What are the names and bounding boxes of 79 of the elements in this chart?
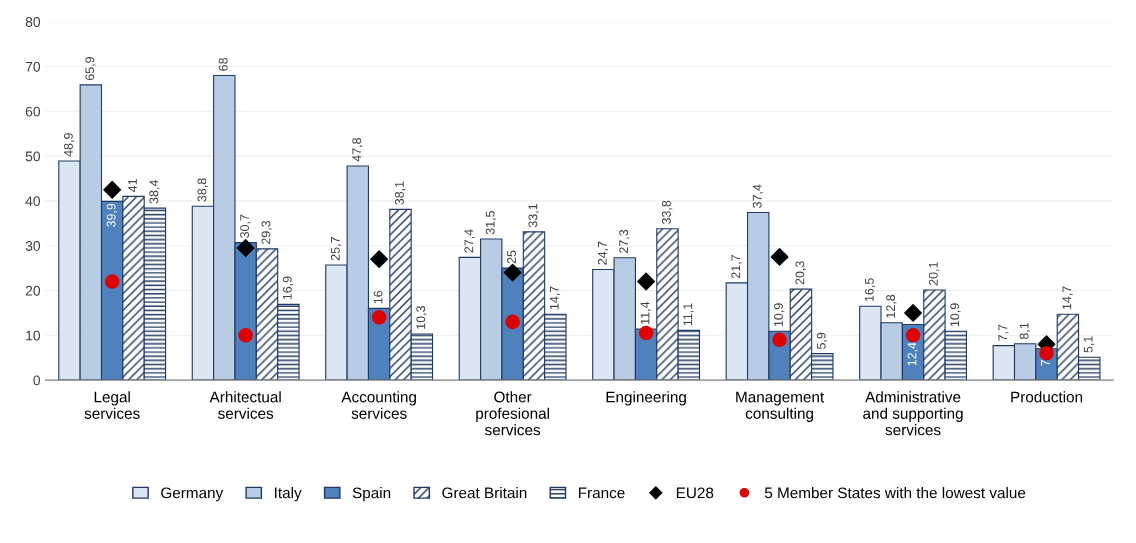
x-tick-label: Legal services — [84, 391, 140, 419]
y-tick-label: 20 — [25, 285, 41, 296]
y-tick-label: 80 — [25, 17, 41, 27]
y-tick-label: 70 — [25, 61, 41, 72]
data-label: 21,7 — [731, 255, 742, 279]
x-tick-label: Other profesional services — [476, 391, 549, 436]
data-label: 38,8 — [197, 178, 208, 202]
point — [104, 274, 120, 289]
legend-label: 5 Member States with the lowest value — [764, 487, 1026, 499]
data-label: 31,5 — [485, 211, 497, 235]
data-label: 16,5 — [864, 278, 876, 302]
legend-label: Spain — [352, 487, 391, 502]
x-tick-label: Arhitectual services — [209, 391, 281, 419]
data-label: 47,8 — [352, 138, 363, 162]
data-label: 11,1 — [683, 303, 694, 326]
data-label: 41 — [128, 178, 137, 192]
y-tick-label: 60 — [25, 106, 41, 117]
data-label: 27,3 — [619, 229, 630, 254]
point — [370, 250, 389, 269]
data-label: 12,8 — [886, 294, 897, 318]
data-label: 48,9 — [63, 133, 75, 157]
data-label: 27,4 — [464, 229, 475, 253]
data-label: 29,3 — [261, 220, 272, 245]
legend-label: France — [578, 487, 625, 499]
data-label: 16,9 — [282, 276, 294, 300]
data-label: 5,1 — [1083, 336, 1095, 353]
x-tick-label: Administrative and supporting services — [863, 391, 963, 436]
data-label: 25 — [507, 250, 516, 264]
x-tick-label: Accounting services — [341, 391, 416, 419]
data-label: 10,9 — [950, 303, 961, 327]
y-tick-label: 30 — [25, 241, 41, 251]
legend-label: Germany — [161, 487, 224, 502]
y-tick-label: 10 — [26, 330, 41, 341]
point — [770, 247, 789, 266]
point — [236, 239, 255, 257]
data-label: 10,3 — [416, 306, 427, 329]
legend-label: Great Britain — [442, 487, 527, 499]
point — [238, 328, 253, 343]
legend-label: EU28 — [676, 487, 714, 499]
data-label: 37,4 — [752, 184, 764, 208]
data-label: 7,7 — [998, 324, 1009, 341]
point — [503, 263, 522, 282]
data-label: 24,7 — [597, 241, 609, 265]
x-tick-label: Engineering — [606, 391, 686, 406]
data-label: 20,1 — [928, 262, 940, 286]
point — [505, 314, 520, 330]
y-tick-label: 50 — [25, 151, 41, 162]
data-label: 5,9 — [816, 332, 828, 349]
data-label: 14,7 — [549, 286, 561, 310]
data-label: 11,4 — [640, 301, 651, 324]
data-label: 33,8 — [661, 200, 673, 225]
legend-label: Italy — [275, 487, 302, 502]
data-label: 8,1 — [1019, 322, 1031, 340]
point — [905, 328, 921, 343]
data-label: 25,7 — [330, 237, 342, 261]
point — [103, 180, 122, 199]
data-label: 14,7 — [1062, 286, 1073, 310]
data-label: 39,9 — [106, 203, 118, 227]
data-label: 30,7 — [240, 214, 251, 238]
point — [904, 303, 922, 322]
data-label: 20,3 — [795, 261, 806, 285]
y-tick-label: 40 — [25, 196, 41, 207]
point — [1039, 345, 1054, 361]
point — [371, 310, 387, 325]
data-label: 38,4 — [149, 179, 160, 204]
y-tick-label: 0 — [33, 375, 41, 386]
data-label: 12,4 — [907, 342, 918, 366]
point — [637, 272, 656, 291]
x-tick-label: Management consulting — [736, 391, 825, 422]
data-label: 16 — [373, 290, 383, 304]
data-label: 33,1 — [528, 203, 539, 228]
x-tick-label: Production — [1011, 391, 1083, 403]
data-label: 65,9 — [85, 56, 96, 81]
data-label: 68 — [218, 57, 228, 71]
data-label: 38,1 — [395, 181, 406, 205]
data-label: 10,9 — [774, 303, 785, 327]
data-label: 7 — [1041, 360, 1050, 366]
point — [638, 325, 654, 341]
point — [772, 332, 787, 348]
